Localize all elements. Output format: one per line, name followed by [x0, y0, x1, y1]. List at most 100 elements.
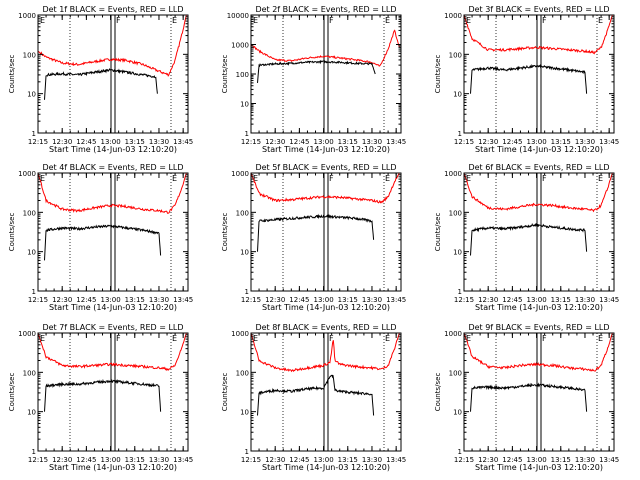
x-tick-label: 13:30 [362, 138, 382, 146]
x-tick-label: 13:30 [149, 296, 169, 304]
x-tick-label: 12:30 [478, 296, 498, 304]
plot-frame [463, 14, 615, 134]
x-tick-label: 13:45 [173, 296, 193, 304]
x-tick-label: 12:30 [265, 456, 285, 464]
x-axis-label: Start Time (14-Jun-03 12:10:20) [49, 303, 177, 312]
x-tick-label: 12:45 [76, 296, 96, 304]
lld-series-line [250, 332, 400, 373]
x-axis-label: Start Time (14-Jun-03 12:10:20) [49, 463, 177, 472]
y-tick-label: 1 [245, 288, 249, 296]
x-tick-label: 13:30 [362, 296, 382, 304]
lld-series-line [37, 172, 187, 214]
plot-title: Det 6f BLACK = Events, RED = LLD [468, 163, 609, 172]
y-axis-label: Counts/sec [221, 55, 229, 94]
plot-title: Det 3f BLACK = Events, RED = LLD [468, 5, 609, 14]
x-axis-label: Start Time (14-Jun-03 12:10:20) [262, 145, 390, 154]
x-tick-label: 13:30 [149, 138, 169, 146]
events-series-line [44, 224, 162, 261]
lld-series-line [463, 332, 613, 372]
x-tick-label: 12:30 [52, 296, 72, 304]
y-tick-label: 1 [32, 288, 36, 296]
plot-panel: Det 3f BLACK = Events, RED = LLD Start Ti… [434, 5, 619, 154]
marker-label: E [466, 334, 471, 343]
lld-series-line [463, 14, 613, 55]
x-tick-label: 13:15 [338, 296, 358, 304]
plot-frame [37, 14, 189, 134]
x-tick-label: 13:15 [551, 456, 571, 464]
x-tick-label: 12:15 [28, 138, 48, 146]
events-series-line [44, 68, 158, 100]
plot-frame [463, 332, 615, 452]
plot-panel: Det 9f BLACK = Events, RED = LLD Start Ti… [434, 323, 619, 472]
x-tick-label: 12:45 [76, 456, 96, 464]
marker-label: E [253, 174, 258, 183]
marker-label: E [385, 16, 390, 25]
marker-label: F [329, 174, 334, 183]
x-tick-label: 12:15 [28, 296, 48, 304]
x-tick-label: 12:45 [502, 296, 522, 304]
y-tick-label: 1000 [444, 330, 462, 338]
x-axis-label: Start Time (14-Jun-03 12:10:20) [262, 463, 390, 472]
x-tick-label: 13:00 [100, 456, 120, 464]
x-tick-label: 13:45 [599, 138, 619, 146]
x-tick-label: 13:45 [599, 296, 619, 304]
x-tick-label: 13:30 [149, 456, 169, 464]
x-tick-label: 13:15 [551, 296, 571, 304]
x-tick-label: 12:45 [502, 138, 522, 146]
y-tick-label: 1 [458, 448, 462, 456]
y-tick-label: 1000 [231, 330, 249, 338]
lld-series-line [37, 14, 187, 77]
plot-panel: Det 6f BLACK = Events, RED = LLD Start Ti… [434, 163, 619, 312]
plot-title: Det 8f BLACK = Events, RED = LLD [255, 323, 396, 332]
x-tick-label: 12:45 [289, 296, 309, 304]
y-axis-label: Counts/sec [434, 55, 442, 94]
x-tick-label: 12:30 [265, 296, 285, 304]
marker-label: E [172, 174, 177, 183]
x-axis-label: Start Time (14-Jun-03 12:10:20) [475, 463, 603, 472]
y-tick-label: 1000 [18, 12, 36, 20]
plot-panel: Det 8f BLACK = Events, RED = LLD Start Ti… [221, 323, 406, 472]
plot-panel: Det 1f BLACK = Events, RED = LLD Start Ti… [8, 5, 193, 154]
plot-title: Det 7f BLACK = Events, RED = LLD [42, 323, 183, 332]
marker-label: F [542, 334, 547, 343]
x-tick-label: 12:15 [454, 138, 474, 146]
marker-label: F [116, 174, 121, 183]
y-tick-label: 1 [32, 130, 36, 138]
x-tick-label: 13:15 [338, 456, 358, 464]
x-tick-label: 13:30 [575, 296, 595, 304]
y-tick-label: 10 [240, 409, 249, 417]
marker-label: E [253, 16, 258, 25]
y-axis-label: Counts/sec [434, 373, 442, 412]
x-tick-label: 13:45 [386, 138, 406, 146]
x-tick-label: 12:30 [52, 138, 72, 146]
marker-label: F [116, 334, 121, 343]
y-tick-label: 10 [240, 101, 249, 109]
events-series-line [44, 378, 162, 412]
marker-label: E [40, 16, 45, 25]
x-tick-label: 13:45 [386, 456, 406, 464]
x-tick-label: 12:45 [76, 138, 96, 146]
plot-frame [250, 14, 402, 134]
y-tick-label: 10 [240, 249, 249, 257]
x-tick-label: 13:00 [100, 296, 120, 304]
y-tick-label: 100 [449, 209, 462, 217]
x-tick-label: 13:15 [125, 456, 145, 464]
y-tick-label: 1 [245, 130, 249, 138]
marker-label: F [329, 334, 334, 343]
plot-panel: Det 4f BLACK = Events, RED = LLD Start Ti… [8, 163, 193, 312]
y-axis-label: Counts/sec [221, 373, 229, 412]
x-tick-label: 13:15 [125, 138, 145, 146]
lld-series-line [250, 29, 400, 67]
x-tick-label: 12:15 [241, 296, 261, 304]
x-tick-label: 12:15 [454, 296, 474, 304]
y-tick-label: 10 [27, 249, 36, 257]
y-axis-label: Counts/sec [8, 373, 16, 412]
marker-label: E [172, 334, 177, 343]
x-axis-label: Start Time (14-Jun-03 12:10:20) [49, 145, 177, 154]
x-tick-label: 13:15 [338, 138, 358, 146]
marker-label: E [385, 334, 390, 343]
x-tick-label: 13:00 [100, 138, 120, 146]
plot-frame [37, 172, 189, 292]
x-tick-label: 13:45 [173, 138, 193, 146]
y-tick-label: 100 [236, 209, 249, 217]
